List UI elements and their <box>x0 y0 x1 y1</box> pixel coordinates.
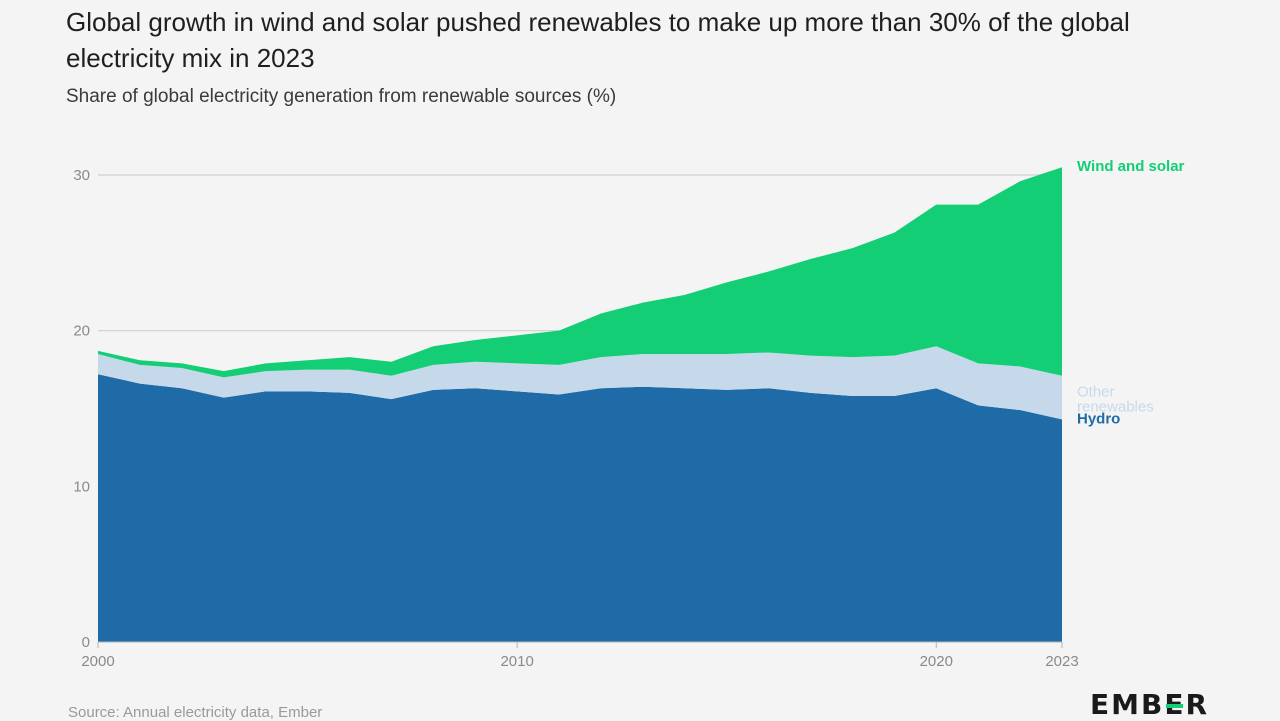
area-other-renewables <box>98 346 1062 420</box>
chart-subtitle: Share of global electricity generation f… <box>66 86 617 107</box>
y-tick-label-20: 20 <box>73 323 90 340</box>
series-label-hydro: Hydro <box>1077 410 1120 427</box>
x-tick-label-2010: 2010 <box>500 653 533 670</box>
axis-layer: 0 10 20 30 2000 2010 2020 2023 <box>73 167 1078 670</box>
y-tick-label-0: 0 <box>82 634 90 651</box>
y-tick-label-10: 10 <box>73 478 90 495</box>
x-tick-label-2000: 2000 <box>81 653 114 670</box>
source-note: Source: Annual electricity data, Ember <box>68 704 323 721</box>
x-tick-label-2020: 2020 <box>920 653 953 670</box>
series-label-wind-and-solar: Wind and solar <box>1077 158 1185 175</box>
x-tick-label-2023: 2023 <box>1045 653 1078 670</box>
area-layer <box>98 167 1062 642</box>
area-wind-and-solar <box>98 167 1062 378</box>
y-tick-label-30: 30 <box>73 167 90 184</box>
ember-logo: EMBER <box>1090 688 1210 721</box>
chart-title: Global growth in wind and solar pushed r… <box>66 7 1130 73</box>
area-hydro <box>98 374 1062 642</box>
series-label-other-renewables: Other renewables <box>1077 384 1154 416</box>
